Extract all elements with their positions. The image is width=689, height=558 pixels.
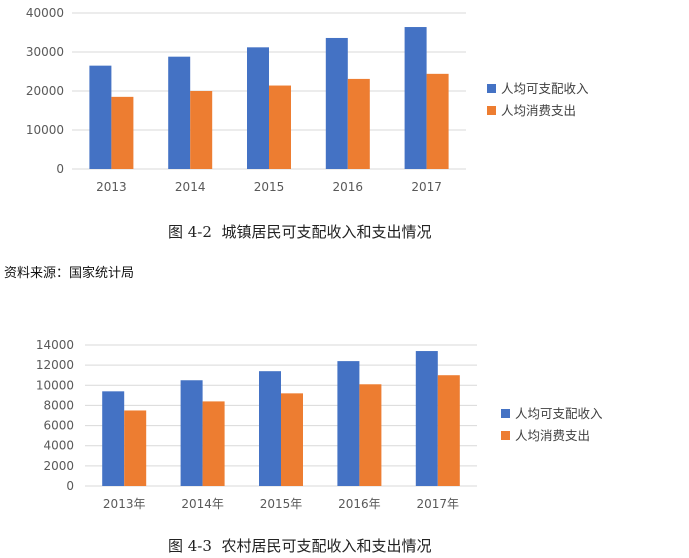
y-tick-label: 30000 [26, 45, 64, 59]
x-tick-label: 2017年 [417, 497, 460, 511]
source-note: 资料来源：国家统计局 [4, 266, 135, 281]
x-tick-label: 2013年 [103, 497, 146, 511]
bar-income [259, 371, 281, 486]
legend-label: 人均可支配收入 [515, 406, 603, 421]
y-tick-label: 10000 [36, 378, 74, 392]
bar-expense [269, 85, 291, 169]
legend-label: 人均消费支出 [515, 428, 590, 443]
legend-swatch [487, 84, 496, 93]
bar-income [337, 361, 360, 486]
y-tick-label: 6000 [43, 419, 74, 433]
legend-swatch [501, 431, 510, 440]
bar-expense [347, 78, 370, 169]
legend-label: 人均可支配收入 [501, 81, 589, 96]
x-tick-label: 2015年 [260, 497, 303, 511]
bar-expense [202, 401, 225, 486]
y-tick-label: 40000 [26, 6, 64, 20]
y-tick-label: 0 [66, 479, 74, 493]
y-tick-label: 0 [56, 162, 64, 176]
y-tick-label: 10000 [26, 123, 64, 137]
x-tick-label: 2015 [254, 180, 285, 194]
y-tick-label: 12000 [36, 358, 74, 372]
y-tick-label: 20000 [26, 84, 64, 98]
bar-expense [111, 96, 134, 169]
x-tick-label: 2017 [411, 180, 442, 194]
bar-expense [359, 384, 382, 486]
legend-swatch [487, 106, 496, 115]
figure-caption-4-3: 图 4-3 农村居民可支配收入和支出情况 [168, 537, 432, 555]
legend-swatch [501, 409, 510, 418]
legend-label: 人均消费支出 [501, 103, 576, 118]
x-tick-label: 2014 [175, 180, 206, 194]
bar-expense [124, 410, 147, 486]
bar-income [102, 391, 125, 486]
bar-income [89, 65, 112, 169]
y-tick-label: 4000 [43, 439, 74, 453]
y-tick-label: 2000 [43, 459, 74, 473]
y-tick-label: 14000 [36, 338, 74, 352]
bar-expense [437, 375, 460, 486]
bar-income [168, 56, 191, 169]
figure-caption-4-2: 图 4-2 城镇居民可支配收入和支出情况 [168, 223, 432, 241]
x-tick-label: 2016年 [338, 497, 381, 511]
bar-income [404, 27, 427, 170]
y-tick-label: 8000 [43, 398, 74, 412]
bar-income [180, 380, 203, 486]
x-tick-label: 2014年 [181, 497, 224, 511]
bar-income [325, 37, 348, 170]
x-tick-label: 2016 [333, 180, 364, 194]
bar-expense [281, 393, 303, 486]
bar-income [415, 351, 438, 486]
bar-expense [190, 91, 213, 169]
x-tick-label: 2013 [96, 180, 127, 194]
bar-expense [426, 73, 449, 169]
bar-income [247, 47, 269, 169]
urban-income-expense-chart: 0 10000 20000 30000 40000 2013 2014 2015 2016 201… [26, 6, 589, 194]
rural-income-expense-chart: 0 2000 4000 6000 8000 10000 12000 14000 2013年 201… [36, 338, 603, 511]
